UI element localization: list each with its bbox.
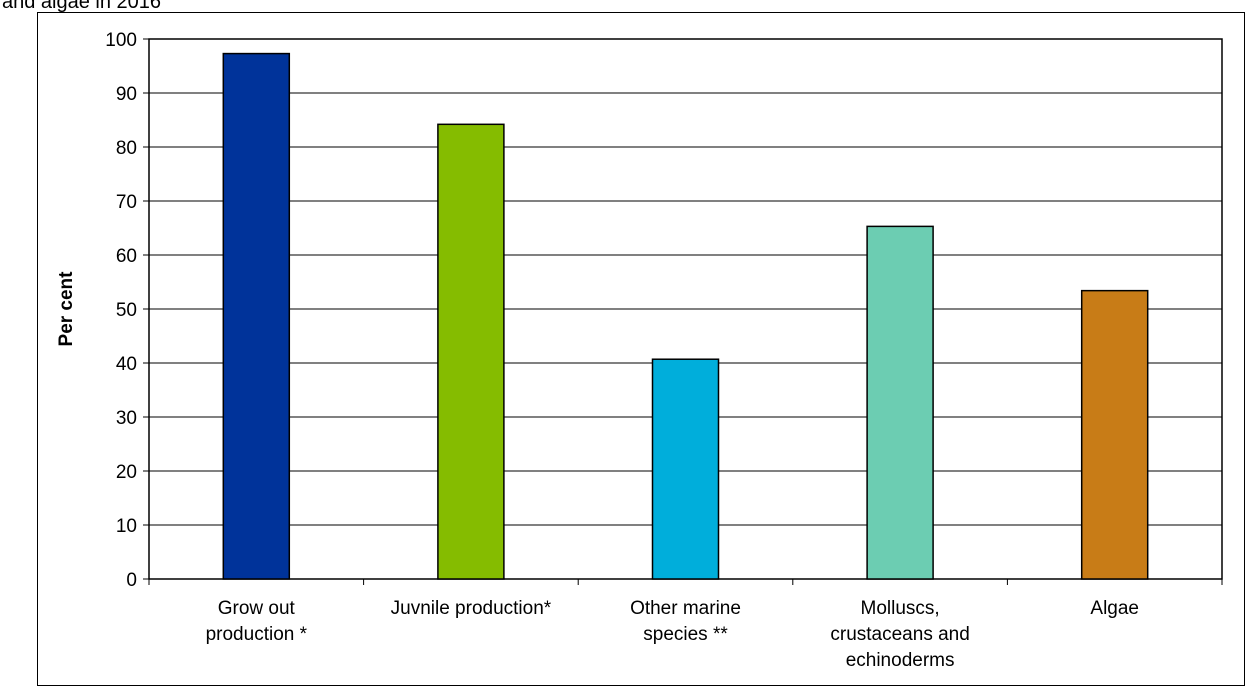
chart-title-fragment: and algae in 2016 xyxy=(2,0,162,13)
y-tick-label: 10 xyxy=(116,516,137,537)
y-tick-label: 30 xyxy=(116,408,137,429)
y-tick-label: 80 xyxy=(116,138,137,159)
y-tick-label: 50 xyxy=(116,300,137,321)
bar xyxy=(222,52,291,580)
category-label: Algae xyxy=(1090,598,1139,619)
category-label: echinoderms xyxy=(846,650,955,671)
bar xyxy=(651,358,720,580)
category-label: Juvnile production* xyxy=(391,598,552,619)
category-label: Other marine xyxy=(630,598,741,619)
bar xyxy=(1080,289,1149,580)
category-label: Molluscs, xyxy=(861,598,940,619)
category-label: Grow out xyxy=(218,598,296,619)
y-tick-label: 60 xyxy=(116,246,137,267)
y-tick-label: 40 xyxy=(116,354,137,375)
y-tick-label: 20 xyxy=(116,462,137,483)
category-label: production * xyxy=(206,624,308,645)
bar xyxy=(437,123,505,580)
y-tick-label: 100 xyxy=(105,30,137,51)
y-tick-label: 0 xyxy=(126,570,137,591)
chart-frame xyxy=(37,12,1245,686)
y-tick-label: 90 xyxy=(116,84,137,105)
y-axis-title: Per cent xyxy=(56,271,77,347)
category-label: crustaceans and xyxy=(830,624,969,645)
category-label: species ** xyxy=(643,624,728,645)
y-tick-label: 70 xyxy=(116,192,137,213)
bar xyxy=(866,225,934,580)
